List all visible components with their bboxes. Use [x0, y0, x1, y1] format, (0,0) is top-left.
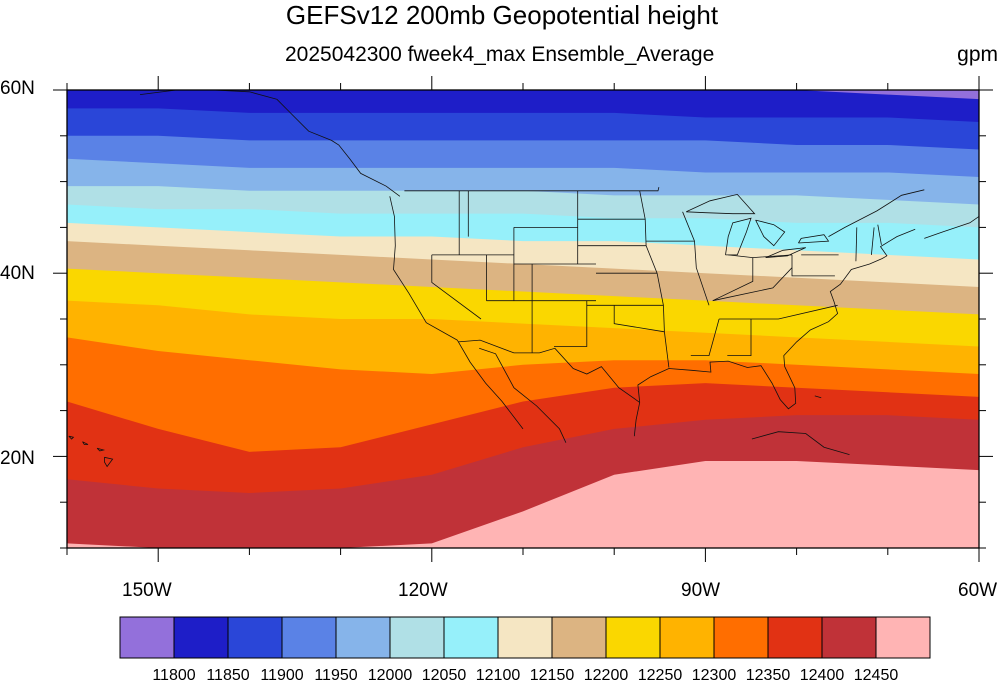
- colorbar-swatch-4: [335, 616, 391, 659]
- colorbar-swatch-7: [497, 616, 553, 659]
- coast-line-16: [96, 447, 106, 452]
- coast-line-11: [828, 189, 925, 237]
- colorbar-swatch-2: [227, 616, 283, 659]
- colorbar-swatch-12: [767, 616, 823, 659]
- colorbar-swatch-3: [281, 616, 337, 659]
- colorbar-label-12400: 12400: [799, 667, 845, 684]
- colorbar-swatch-10: [659, 616, 715, 659]
- band-below-11800: [67, 90, 979, 100]
- colorbar-label-12100: 12100: [475, 667, 521, 684]
- band-below-11850: [67, 90, 979, 123]
- coast-line-7: [725, 217, 752, 256]
- coast-line-20: [751, 431, 850, 455]
- coast-line-42: [690, 318, 720, 356]
- colorbar-label-12450: 12450: [853, 667, 899, 684]
- coast-line-24: [431, 254, 482, 320]
- coastline-layer: [68, 90, 979, 468]
- colorbar: [119, 616, 931, 659]
- lon-label-120w: 120W: [398, 580, 448, 601]
- lat-label-60n: 60N: [0, 78, 35, 99]
- coast-line-17: [82, 441, 89, 445]
- lon-label-90w: 90W: [681, 580, 721, 601]
- colorbar-label-11950: 11950: [314, 667, 358, 684]
- colorbar-label-12200: 12200: [583, 667, 629, 684]
- coast-line-12: [924, 216, 979, 239]
- axis-ticks: [53, 76, 993, 562]
- coast-line-15: [104, 456, 114, 468]
- coast-line-2: [479, 347, 567, 443]
- coast-line-46: [712, 257, 793, 302]
- coast-line-18: [68, 435, 75, 440]
- colorbar-swatch-14: [875, 616, 931, 659]
- coast-line-33: [554, 300, 588, 347]
- colorbar-swatch-6: [443, 616, 499, 659]
- coast-line-3: [637, 228, 916, 410]
- contour-fill-layer: [67, 90, 979, 548]
- colorbar-swatch-11: [713, 616, 769, 659]
- colorbar-label-11900: 11900: [260, 667, 304, 684]
- coast-line-4: [633, 402, 641, 437]
- coast-line-1: [456, 339, 524, 430]
- coast-line-6: [686, 193, 756, 215]
- colorbar-swatch-0: [119, 616, 175, 659]
- colorbar-label-12000: 12000: [367, 667, 413, 684]
- colorbar-label-12250: 12250: [637, 667, 683, 684]
- coast-line-51: [877, 224, 882, 245]
- units-label: gpm: [957, 43, 998, 66]
- colorbar-label-11800: 11800: [152, 667, 196, 684]
- colorbar-swatch-5: [389, 616, 445, 659]
- colorbar-swatch-1: [173, 616, 229, 659]
- coast-line-9: [765, 247, 806, 258]
- colorbar-label-12350: 12350: [745, 667, 791, 684]
- coast-line-14: [139, 90, 277, 100]
- lon-label-60w: 60W: [958, 580, 998, 601]
- colorbar-swatch-13: [821, 616, 877, 659]
- coast-line-44: [727, 319, 752, 356]
- colorbar-swatch-9: [605, 616, 661, 659]
- coast-line-5: [404, 187, 660, 192]
- colorbar-label-12150: 12150: [529, 667, 575, 684]
- coast-line-43: [719, 304, 838, 320]
- coast-line-41: [682, 211, 710, 306]
- coast-line-50: [871, 227, 875, 255]
- lon-label-150w: 150W: [122, 580, 172, 601]
- map-frame: [66, 89, 980, 549]
- coast-line-19: [458, 339, 640, 403]
- colorbar-label-12300: 12300: [691, 667, 737, 684]
- coast-line-49: [855, 227, 858, 262]
- plot-title: GEFSv12 200mb Geopotential height: [285, 0, 719, 30]
- coast-line-21: [814, 395, 822, 399]
- coast-line-0: [389, 196, 458, 341]
- colorbar-swatch-8: [551, 616, 607, 659]
- plot-subtitle: 2025042300 fweek4_max Ensemble_Average: [285, 43, 715, 66]
- lat-label-40n: 40N: [0, 263, 35, 284]
- colorbar-label-12050: 12050: [421, 667, 467, 684]
- colorbar-label-11850: 11850: [206, 667, 250, 684]
- coast-line-47: [791, 254, 835, 277]
- coast-line-8: [755, 219, 786, 247]
- lat-label-20n: 20N: [0, 448, 35, 469]
- coast-line-13: [276, 98, 401, 197]
- coast-line-34: [613, 305, 665, 333]
- coast-line-10: [798, 234, 830, 244]
- coast-line-39: [639, 190, 670, 368]
